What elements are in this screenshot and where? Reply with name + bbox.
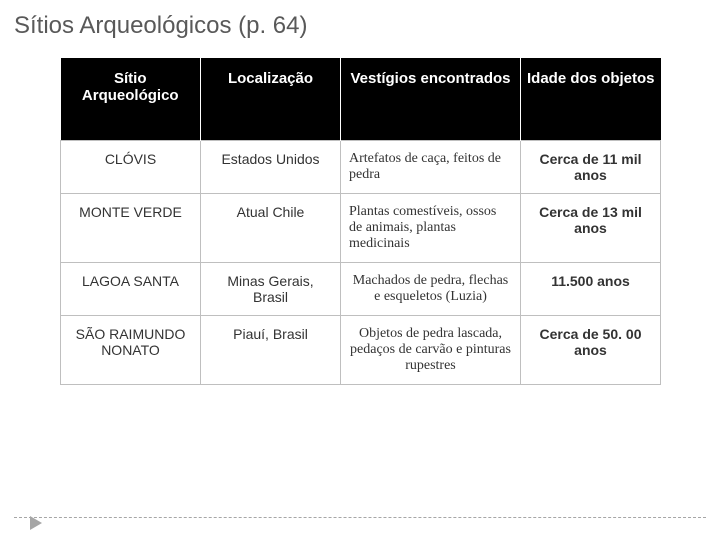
col-header-vest: Vestígios encontrados (341, 58, 521, 141)
table-row: LAGOA SANTAMinas Gerais, BrasilMachados … (61, 263, 661, 316)
cell-site: SÃO RAIMUNDO NONATO (61, 316, 201, 385)
col-header-site: Sítio Arqueológico (61, 58, 201, 141)
cell-vest: Artefatos de caça, feitos de pedra (341, 141, 521, 194)
cell-vest: Objetos de pedra lascada, pedaços de car… (341, 316, 521, 385)
cell-loc: Piauí, Brasil (201, 316, 341, 385)
page-title: Sítios Arqueológicos (p. 64) (14, 12, 706, 40)
cell-loc: Atual Chile (201, 194, 341, 263)
table-row: MONTE VERDEAtual ChilePlantas comestívei… (61, 194, 661, 263)
cell-loc: Minas Gerais, Brasil (201, 263, 341, 316)
footer-dash-line (14, 517, 706, 518)
footer-arrow-icon (30, 516, 42, 530)
cell-age: Cerca de 13 mil anos (521, 194, 661, 263)
sites-table: Sítio Arqueológico Localização Vestígios… (60, 58, 661, 385)
cell-age: Cerca de 11 mil anos (521, 141, 661, 194)
cell-site: LAGOA SANTA (61, 263, 201, 316)
cell-site: CLÓVIS (61, 141, 201, 194)
cell-age: 11.500 anos (521, 263, 661, 316)
col-header-loc: Localização (201, 58, 341, 141)
table-row: SÃO RAIMUNDO NONATOPiauí, BrasilObjetos … (61, 316, 661, 385)
slide-page: Sítios Arqueológicos (p. 64) Sítio Arque… (0, 0, 720, 540)
cell-loc: Estados Unidos (201, 141, 341, 194)
table-wrap: Sítio Arqueológico Localização Vestígios… (60, 58, 660, 385)
col-header-age: Idade dos objetos (521, 58, 661, 141)
cell-age: Cerca de 50. 00 anos (521, 316, 661, 385)
table-row: CLÓVISEstados UnidosArtefatos de caça, f… (61, 141, 661, 194)
cell-vest: Machados de pedra, flechas e esqueletos … (341, 263, 521, 316)
table-head: Sítio Arqueológico Localização Vestígios… (61, 58, 661, 141)
table-body: CLÓVISEstados UnidosArtefatos de caça, f… (61, 141, 661, 385)
cell-vest: Plantas comestíveis, ossos de animais, p… (341, 194, 521, 263)
cell-site: MONTE VERDE (61, 194, 201, 263)
